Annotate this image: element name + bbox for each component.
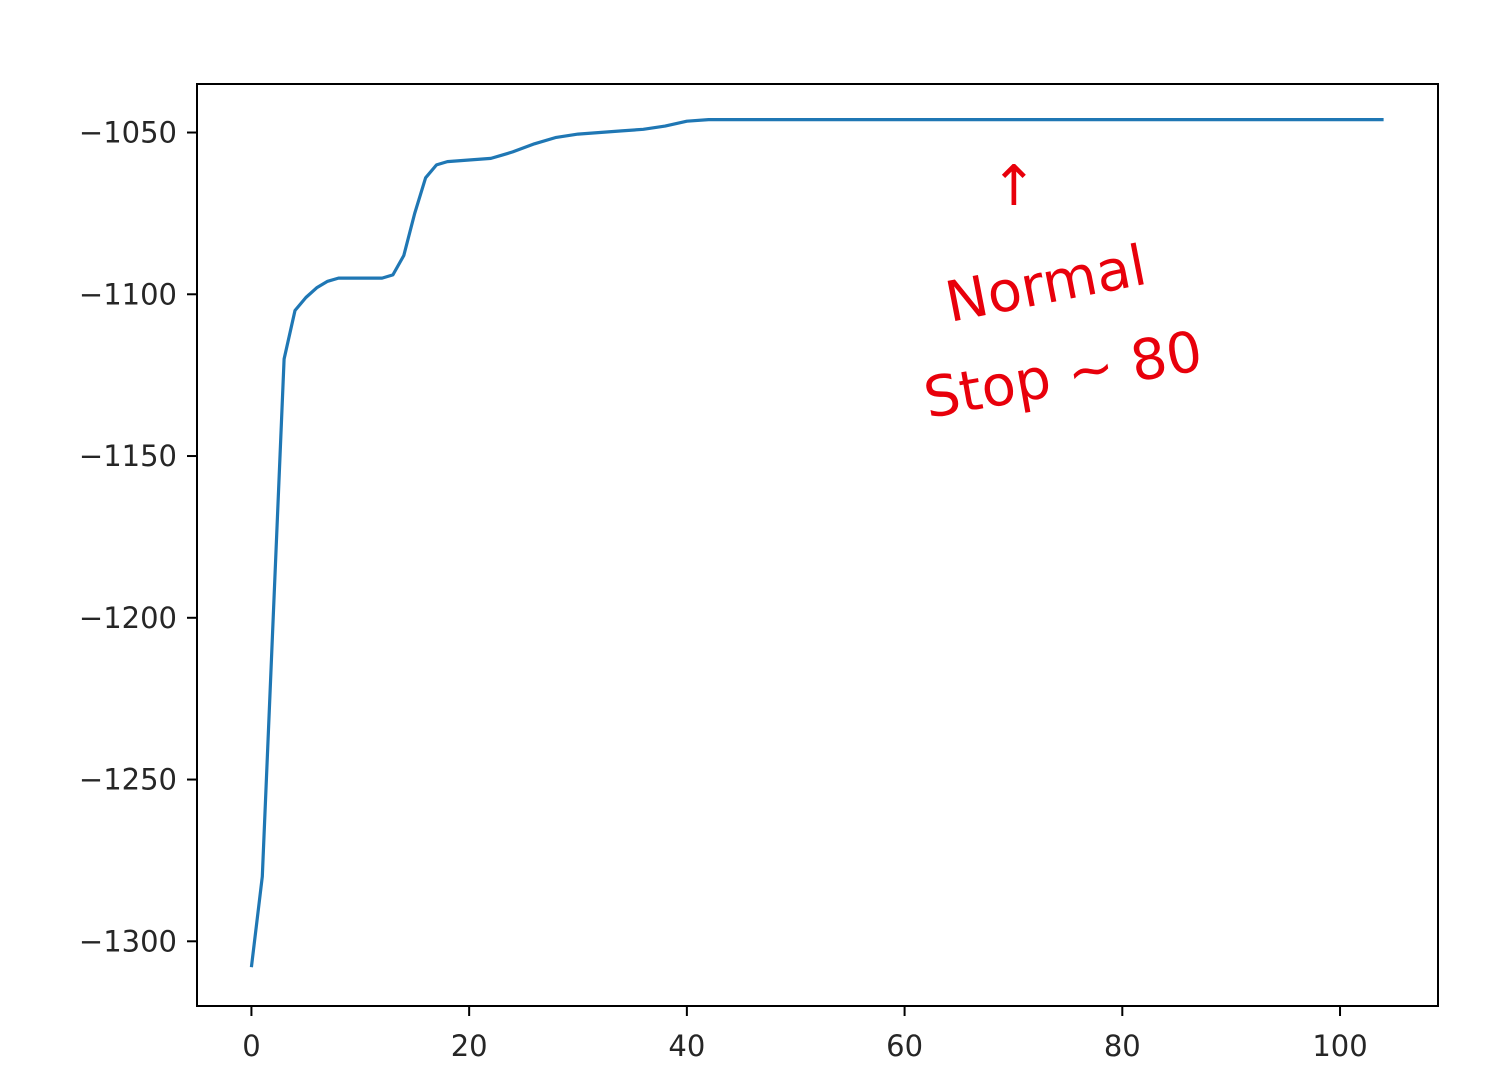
x-tick-label: 80 [1104,1029,1141,1063]
annotation-arrow: ↑ [991,154,1038,219]
x-axis: 0 20 40 60 80 100 [242,1006,1368,1063]
y-tick-label: −1200 [79,601,177,635]
plot-frame [196,83,1439,1007]
x-tick-label: 100 [1312,1029,1367,1063]
x-tick-label: 60 [886,1029,923,1063]
x-tick-label: 40 [668,1029,705,1063]
y-axis: −1300 −1250 −1200 −1150 −1100 −1050 [79,116,197,958]
y-tick-label: −1100 [79,277,177,311]
y-tick-label: −1050 [79,116,177,150]
y-tick-label: −1250 [79,763,177,797]
x-tick-label: 0 [242,1029,260,1063]
series-line [249,118,1384,968]
y-tick-label: −1150 [79,439,177,473]
y-tick-label: −1300 [79,924,177,958]
x-tick-label: 20 [451,1029,488,1063]
